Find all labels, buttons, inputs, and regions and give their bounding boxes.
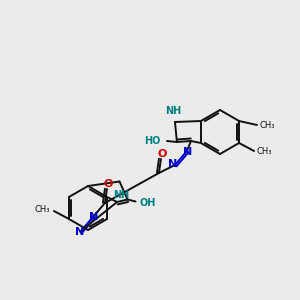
Text: CH₃: CH₃ [259, 121, 274, 130]
Text: OH: OH [140, 197, 156, 208]
Text: HO: HO [145, 136, 161, 146]
Text: N: N [168, 159, 178, 169]
Text: CH₃: CH₃ [256, 146, 272, 155]
Text: N: N [75, 227, 85, 237]
Text: O: O [157, 149, 167, 159]
Text: NH: NH [165, 106, 181, 116]
Text: O: O [103, 179, 112, 189]
Text: N: N [89, 212, 99, 222]
Text: CH₃: CH₃ [34, 205, 50, 214]
Text: NH: NH [113, 190, 130, 200]
Text: N: N [183, 147, 193, 157]
